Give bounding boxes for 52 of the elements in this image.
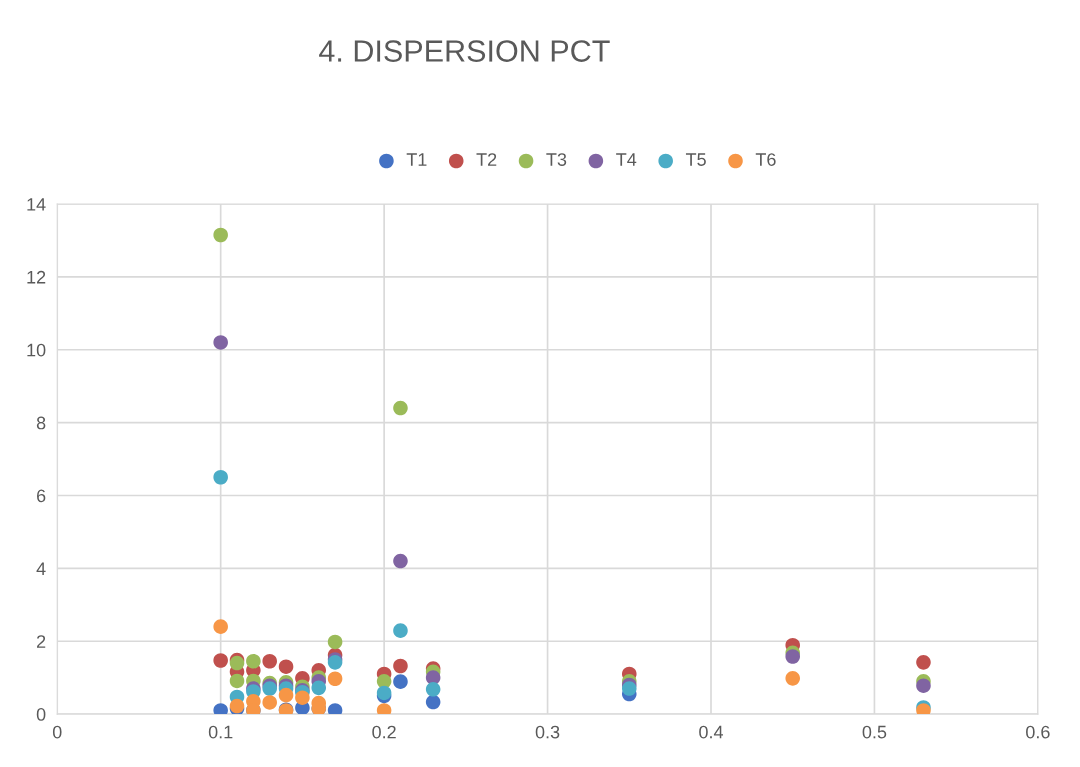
point	[785, 649, 800, 664]
y-tick-label: 8	[36, 416, 46, 430]
legend-label: T6	[755, 153, 776, 166]
point	[393, 658, 408, 674]
legend-label: T5	[685, 153, 706, 166]
point	[622, 681, 637, 696]
point	[213, 703, 228, 715]
point	[327, 703, 343, 715]
y-tick-label: 12	[27, 270, 46, 284]
y-tick-label: 10	[27, 343, 46, 357]
y-tick-label: 6	[37, 489, 46, 503]
point	[393, 400, 408, 416]
y-tick-label: 0	[36, 708, 46, 721]
point	[262, 653, 277, 669]
point	[295, 690, 310, 705]
legend-label: T1	[406, 153, 427, 166]
x-tick-label: 0.5	[862, 725, 887, 739]
point	[229, 673, 245, 689]
x-tick-label: 0	[52, 725, 62, 739]
point	[393, 674, 408, 689]
point	[213, 653, 228, 668]
y-tick-label: 4	[36, 562, 46, 575]
legend-label: T4	[616, 153, 637, 166]
x-tick-label: 0.2	[372, 725, 396, 739]
point	[278, 659, 294, 674]
point	[425, 694, 441, 710]
point	[785, 671, 800, 686]
point	[916, 655, 931, 670]
point	[213, 335, 228, 350]
point	[393, 553, 408, 569]
x-tick-label: 0.6	[1026, 725, 1050, 739]
point	[213, 227, 228, 243]
point	[916, 678, 931, 693]
x-tick-label: 0.4	[699, 725, 724, 739]
point	[213, 619, 228, 634]
point	[327, 634, 343, 650]
point	[327, 671, 343, 687]
chart-title: 4. DISPERSION PCT	[319, 40, 610, 62]
legend-label: T2	[476, 153, 497, 166]
y-tick-label: 14	[27, 198, 46, 211]
point	[311, 680, 327, 696]
point	[393, 623, 408, 638]
legend-label: T3	[546, 153, 567, 166]
point	[278, 687, 294, 703]
x-tick-label: 0.3	[535, 725, 560, 739]
point	[425, 682, 441, 697]
x-tick-label: 0.1	[208, 725, 233, 739]
point	[376, 703, 392, 715]
y-tick-label: 2	[37, 635, 46, 648]
point	[213, 469, 228, 485]
point	[246, 653, 261, 669]
point	[262, 695, 277, 710]
